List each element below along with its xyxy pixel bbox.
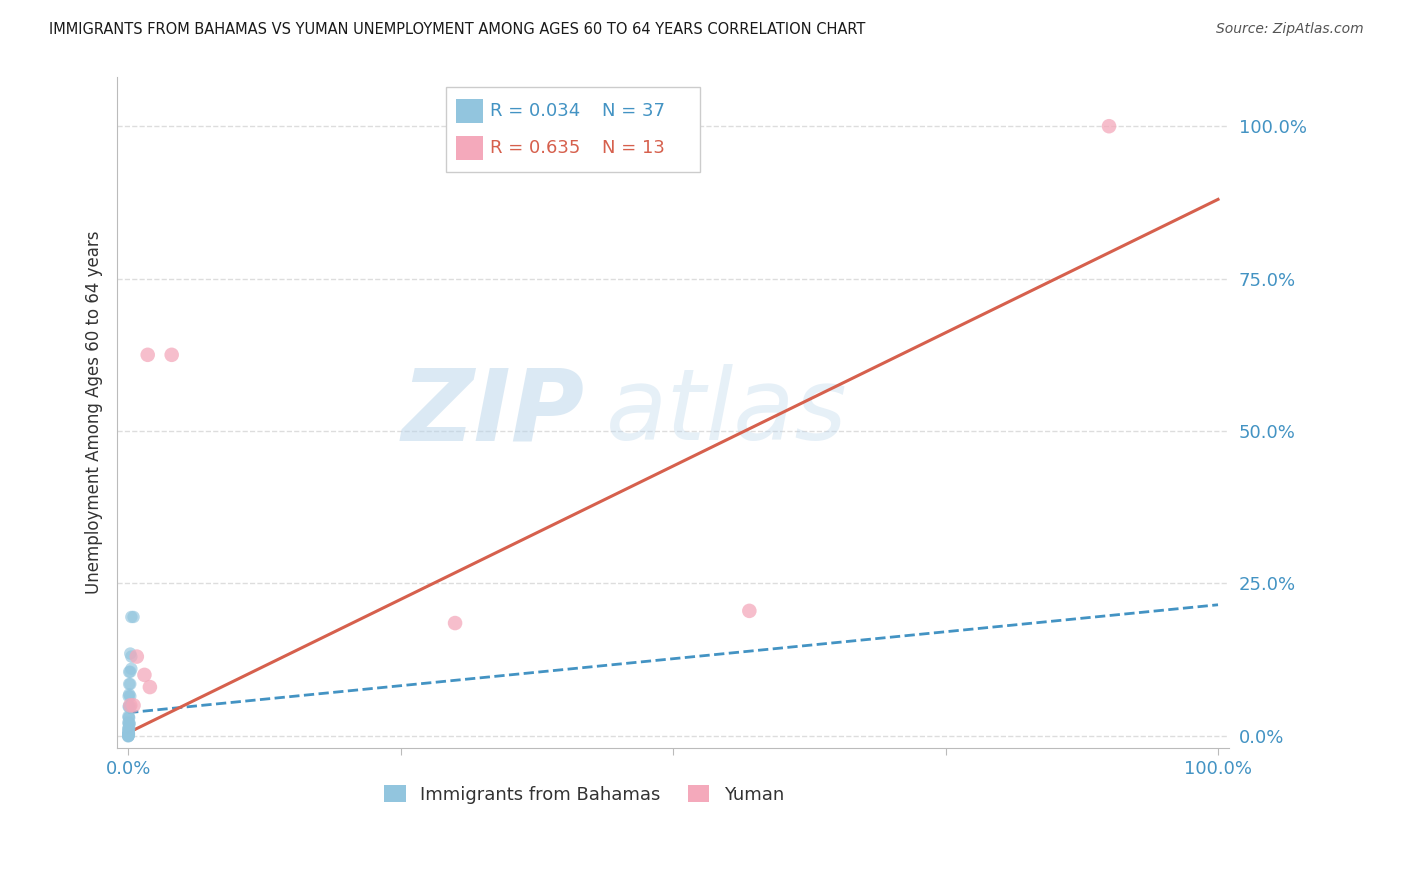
Point <box>118 677 141 691</box>
Point <box>134 668 156 682</box>
Point <box>738 604 761 618</box>
Point <box>120 698 142 713</box>
Point <box>117 722 139 736</box>
Point <box>117 728 139 742</box>
Point <box>444 615 467 630</box>
Point <box>118 716 141 731</box>
Point <box>118 716 141 731</box>
Point <box>120 610 142 624</box>
Point <box>120 649 142 664</box>
Point <box>117 699 139 714</box>
Point <box>120 677 142 691</box>
Point <box>160 348 183 362</box>
Point <box>117 729 139 743</box>
Point <box>117 709 139 723</box>
Point <box>120 699 142 714</box>
Point <box>120 665 142 679</box>
Point <box>139 680 162 694</box>
Point <box>125 649 148 664</box>
Point <box>118 722 141 736</box>
Point <box>118 710 141 724</box>
Point <box>122 698 145 713</box>
Point <box>117 715 139 730</box>
Text: Source: ZipAtlas.com: Source: ZipAtlas.com <box>1216 22 1364 37</box>
Point <box>120 690 142 704</box>
Point <box>117 724 139 739</box>
Point <box>117 730 139 744</box>
Point <box>118 665 141 679</box>
Point <box>120 647 142 661</box>
Point <box>118 687 141 701</box>
Point <box>118 699 141 714</box>
Point <box>122 610 145 624</box>
Point <box>118 716 141 731</box>
Point <box>117 727 139 741</box>
Point <box>117 727 139 741</box>
Point <box>117 724 139 739</box>
Point <box>120 662 142 676</box>
Point <box>117 722 139 736</box>
Legend: Immigrants from Bahamas, Yuman: Immigrants from Bahamas, Yuman <box>375 776 793 813</box>
Point <box>118 710 141 724</box>
Point <box>117 728 139 742</box>
Y-axis label: Unemployment Among Ages 60 to 64 years: Unemployment Among Ages 60 to 64 years <box>86 231 103 594</box>
Point <box>117 729 139 743</box>
Point <box>117 729 139 743</box>
Point <box>1098 119 1121 133</box>
Point <box>117 727 139 741</box>
Point <box>117 690 139 704</box>
Text: ZIP: ZIP <box>401 364 583 461</box>
Text: atlas: atlas <box>606 364 848 461</box>
Point <box>118 727 141 741</box>
Point <box>136 348 159 362</box>
Text: IMMIGRANTS FROM BAHAMAS VS YUMAN UNEMPLOYMENT AMONG AGES 60 TO 64 YEARS CORRELAT: IMMIGRANTS FROM BAHAMAS VS YUMAN UNEMPLO… <box>49 22 866 37</box>
